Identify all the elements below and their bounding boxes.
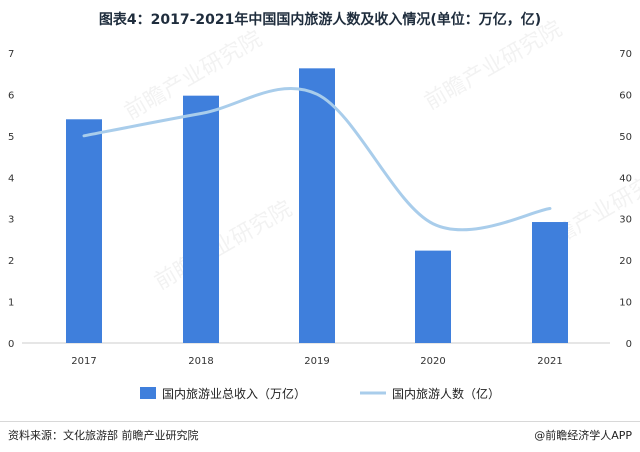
bar <box>532 222 568 343</box>
right-y-tick-label: 40 <box>619 173 632 184</box>
right-y-tick-label: 10 <box>619 298 632 309</box>
left-y-tick-label: 1 <box>8 298 14 309</box>
legend: 国内旅游业总收入（万亿） 国内旅游人数（亿） <box>140 386 500 401</box>
left-y-axis: 0 1 2 3 4 5 6 7 <box>8 49 14 350</box>
right-y-tick-label: 60 <box>619 90 632 101</box>
right-y-tick-label: 50 <box>619 132 632 143</box>
left-y-tick-label: 0 <box>8 339 14 350</box>
x-axis-labels: 2017 2018 2019 2020 2021 <box>71 356 562 367</box>
right-y-tick-label: 70 <box>619 49 632 60</box>
legend-bar-swatch <box>140 387 156 399</box>
left-y-tick-label: 7 <box>8 49 14 60</box>
right-y-axis: 0 10 20 30 40 50 60 70 <box>619 49 632 350</box>
right-y-tick-label: 0 <box>626 339 632 350</box>
line-series <box>82 86 552 232</box>
left-y-tick-label: 6 <box>8 90 14 101</box>
bar <box>66 119 102 344</box>
bar-series <box>66 68 568 344</box>
bar <box>299 68 335 343</box>
chart-title: 图表4：2017-2021年中国国内旅游人数及收入情况(单位：万亿，亿) <box>98 12 542 28</box>
bar <box>415 250 451 343</box>
source-note: 资料来源：文化旅游部 前瞻产业研究院 <box>8 429 199 442</box>
x-tick-label: 2021 <box>537 356 562 367</box>
watermark-text: 前瞻产业研究院 <box>151 197 297 296</box>
x-tick-label: 2019 <box>304 356 329 367</box>
bar <box>183 95 219 344</box>
x-tick-label: 2020 <box>420 356 445 367</box>
left-y-tick-label: 5 <box>8 132 14 143</box>
footer-divider <box>0 421 640 422</box>
left-y-tick-label: 2 <box>8 256 14 267</box>
right-y-tick-label: 20 <box>619 256 632 267</box>
x-tick-label: 2018 <box>188 356 213 367</box>
right-y-tick-label: 30 <box>619 215 632 226</box>
left-y-tick-label: 4 <box>8 173 14 184</box>
watermark-text: 前瞻产业研究院 <box>421 17 567 116</box>
brand-credit: @前瞻经济学人APP <box>534 429 632 442</box>
x-tick-label: 2017 <box>71 356 96 367</box>
legend-bar-label: 国内旅游业总收入（万亿） <box>162 386 306 401</box>
left-y-tick-label: 3 <box>8 215 14 226</box>
legend-line-label: 国内旅游人数（亿） <box>392 386 500 401</box>
